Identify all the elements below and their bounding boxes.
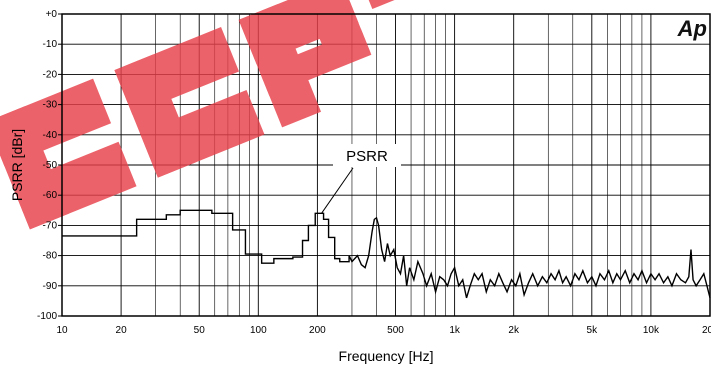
y-tick-label: -80 (43, 251, 58, 262)
x-tick-label: 5k (587, 325, 599, 336)
psrr-annotation-leader (321, 167, 354, 214)
y-tick-label: +0 (46, 9, 58, 20)
y-tick-label: -70 (43, 220, 58, 231)
x-tick-label: 1k (449, 325, 461, 336)
watermark-block (258, 28, 372, 96)
y-tick-label: -100 (37, 311, 57, 322)
x-tick-label: 10 (56, 325, 68, 336)
y-tick-label: -30 (43, 100, 58, 111)
y-tick-label: -90 (43, 281, 58, 292)
ap-logo: Ap (677, 16, 707, 41)
psrr-annotation-label: PSRR (346, 148, 388, 165)
y-tick-label: -60 (43, 190, 58, 201)
y-tick-label: -40 (43, 130, 58, 141)
psrr-annotation: PSRR (321, 144, 401, 214)
y-tick-labels: +0 -10 -20 -30 -40 -50 -60 -70 -80 -90 -100 (37, 9, 62, 322)
psrr-series-line (62, 209, 711, 299)
x-tick-label: 200 (309, 325, 326, 336)
watermark (0, 0, 475, 230)
x-tick-label: 100 (250, 325, 267, 336)
x-axis-label: Frequency [Hz] (339, 348, 434, 364)
watermark-block (0, 106, 69, 230)
x-tick-label: 500 (387, 325, 404, 336)
x-tick-label: 20k (702, 325, 711, 336)
watermark-block (357, 0, 475, 10)
x-tick-labels: 10 20 50 100 200 500 1k 2k 5k 10k 20k (56, 325, 711, 336)
x-tick-label: 10k (643, 325, 660, 336)
watermark-block (114, 54, 197, 178)
y-tick-label: -20 (43, 69, 58, 80)
y-tick-label: -50 (43, 160, 58, 171)
x-tick-label: 2k (508, 325, 520, 336)
x-tick-label: 20 (116, 325, 128, 336)
y-axis-label: PSRR [dBr] (9, 129, 25, 201)
y-tick-label: -10 (43, 39, 58, 50)
x-tick-label: 50 (194, 325, 206, 336)
